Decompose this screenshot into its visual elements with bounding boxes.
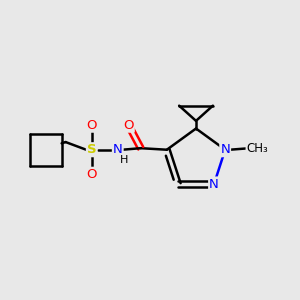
Text: S: S	[87, 143, 97, 156]
Text: N: N	[113, 143, 123, 156]
Text: O: O	[123, 119, 134, 132]
Text: O: O	[86, 119, 97, 132]
Text: N: N	[209, 178, 219, 190]
Text: O: O	[86, 168, 97, 181]
Text: CH₃: CH₃	[247, 142, 268, 155]
Text: H: H	[120, 155, 128, 166]
Text: N: N	[220, 143, 230, 156]
